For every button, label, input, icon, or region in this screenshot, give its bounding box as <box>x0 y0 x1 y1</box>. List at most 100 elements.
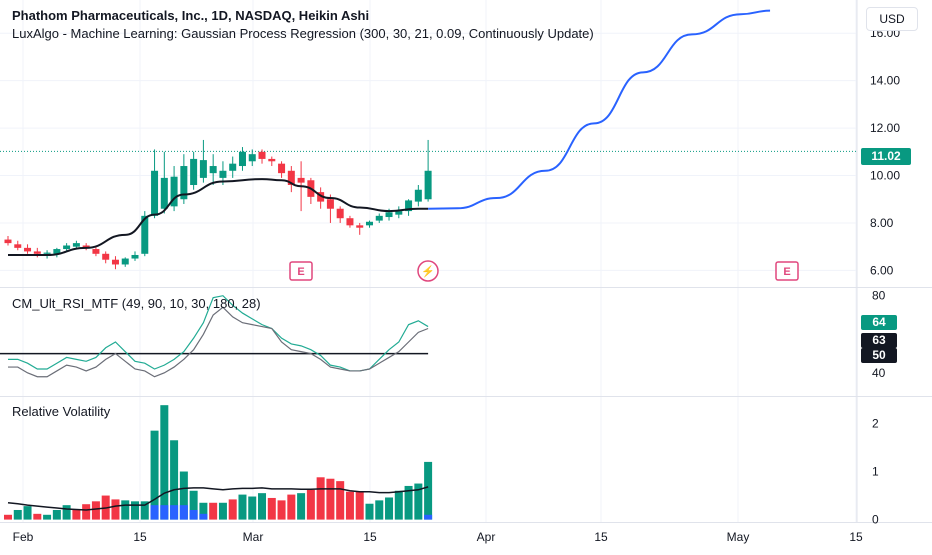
candle-body <box>414 189 422 202</box>
volatility-low-bar <box>170 505 179 520</box>
candle-body <box>4 239 12 244</box>
volatility-bar <box>179 471 188 520</box>
event-markers[interactable]: E ⚡ E <box>289 260 799 282</box>
earnings-marker-label: E <box>783 266 790 278</box>
symbol-title[interactable]: Phathom Pharmaceuticals, Inc., 1D, NASDA… <box>12 8 370 23</box>
candle-body <box>317 192 325 202</box>
volatility-axis-label: 0 <box>872 513 879 527</box>
price-pane[interactable] <box>0 9 857 270</box>
volatility-bar <box>394 490 403 520</box>
volatility-bar <box>228 499 237 520</box>
rsi-pane[interactable] <box>0 295 429 378</box>
volatility-bar <box>375 500 384 520</box>
volatility-bar <box>287 494 296 520</box>
candle-body <box>33 251 41 254</box>
volatility-bar <box>170 440 179 520</box>
candle-body <box>278 163 286 174</box>
volatility-bar <box>258 493 267 520</box>
time-axis-label: Mar <box>243 530 264 544</box>
candle-body <box>170 176 178 207</box>
candle-body <box>395 211 403 215</box>
rsi-series-line <box>8 306 429 378</box>
volatility-low-bar <box>160 505 169 520</box>
volatility-bar <box>424 461 433 520</box>
rsi-axis-label: 80 <box>872 289 886 303</box>
volatility-bar <box>306 489 315 520</box>
volatility-bar <box>111 499 120 520</box>
gpr-fit-line <box>8 178 429 256</box>
earnings-marker <box>289 261 313 281</box>
gpr-indicator-legend[interactable]: LuxAlgo - Machine Learning: Gaussian Pro… <box>12 26 594 41</box>
candle-body <box>199 160 207 178</box>
rsi-value-tag: 64 <box>861 315 897 330</box>
candle-body <box>219 170 227 178</box>
last-price-tag: 11.02 <box>861 148 911 165</box>
candle-body <box>365 221 373 226</box>
candle-body <box>248 154 256 162</box>
volatility-bar <box>248 496 257 520</box>
candle-body <box>92 249 100 254</box>
volatility-bar <box>218 502 227 520</box>
time-axis-label: 15 <box>133 530 147 544</box>
candle-body <box>385 212 393 218</box>
time-axis-label: 15 <box>594 530 608 544</box>
rsi-level-tag: 50 <box>861 348 897 363</box>
volatility-bar <box>336 481 345 520</box>
volatility-bar <box>189 490 198 520</box>
volatility-bar <box>33 513 42 520</box>
candle-body <box>43 252 51 254</box>
pane-separators <box>0 0 932 523</box>
volatility-bar <box>140 501 149 520</box>
volatility-bar <box>131 501 140 520</box>
rsi-indicator-legend[interactable]: CM_Ult_RSI_MTF (49, 90, 10, 30, 180, 28) <box>12 296 261 311</box>
price-axis-label: 12.00 <box>870 121 900 135</box>
time-axis-label: 15 <box>363 530 377 544</box>
price-axis-label: 6.00 <box>870 263 894 277</box>
volatility-bar <box>121 500 130 520</box>
candle-body <box>356 225 364 228</box>
currency-button[interactable]: USD <box>866 7 918 31</box>
time-axis-label: 15 <box>849 530 863 544</box>
volatility-bar <box>404 485 413 520</box>
candle-body <box>346 218 354 226</box>
candle-body <box>258 151 266 159</box>
candle-body <box>326 199 334 209</box>
candle-body <box>209 166 217 174</box>
volatility-bar <box>365 503 374 520</box>
price-axis-label: 8.00 <box>870 216 894 230</box>
volatility-indicator-legend[interactable]: Relative Volatility <box>12 404 111 419</box>
grid-lines <box>0 0 857 522</box>
volatility-bar <box>82 504 91 520</box>
volatility-bar <box>199 502 208 520</box>
candle-body <box>72 243 80 247</box>
gpr-forecast-line <box>428 9 771 210</box>
candle-body <box>160 177 168 209</box>
rsi-mtf-value-tag: 63 <box>861 333 897 348</box>
candle-body <box>141 215 149 254</box>
candle-body <box>111 259 119 265</box>
time-axis-label: May <box>727 530 750 544</box>
time-axis[interactable]: Feb 15 Mar 15 Apr 15 May 15 <box>13 530 863 544</box>
candle-body <box>102 253 110 260</box>
volatility-axis-label: 2 <box>872 416 879 430</box>
candle-body <box>424 170 432 200</box>
flash-event-icon <box>417 260 439 282</box>
volatility-bar <box>91 501 100 520</box>
volatility-bar <box>23 506 32 520</box>
candle-body <box>336 208 344 219</box>
volatility-bar <box>385 497 394 520</box>
volatility-low-bar <box>150 505 159 520</box>
volatility-pane[interactable] <box>4 405 433 520</box>
candle-body <box>14 244 22 248</box>
volatility-bar <box>355 491 364 520</box>
volatility-low-bar <box>424 514 433 520</box>
volatility-bar <box>72 509 81 520</box>
time-axis-label: Apr <box>477 530 496 544</box>
candle-body <box>151 170 159 216</box>
candle-body <box>229 163 237 171</box>
volatility-bar <box>238 494 247 520</box>
candle-body <box>82 245 90 248</box>
